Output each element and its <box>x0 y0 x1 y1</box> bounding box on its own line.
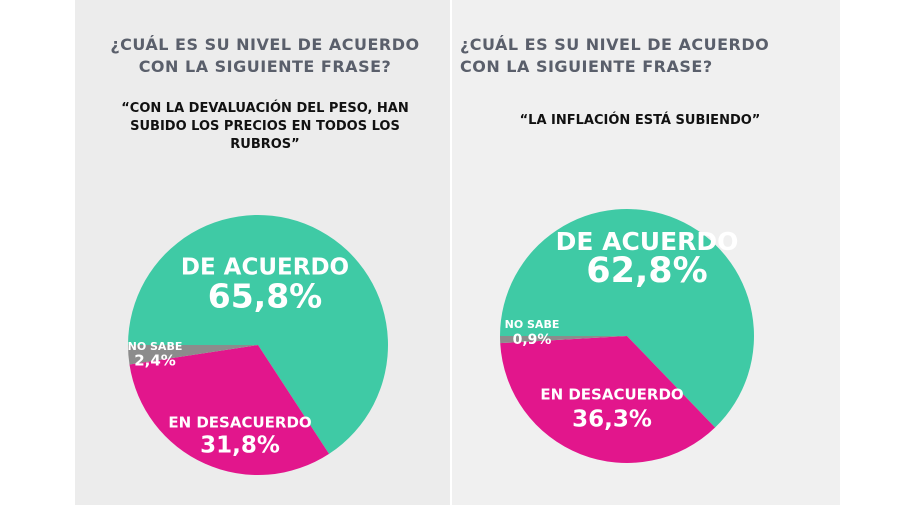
slice-value: 31,8% <box>200 433 280 459</box>
slice-value: 62,8% <box>586 251 707 291</box>
slice-value: 36,3% <box>572 407 652 433</box>
pie-slice <box>128 215 388 454</box>
slice-category: NO SABE <box>128 340 183 353</box>
chart-subtitle: “CON LA DEVALUACIÓN DEL PESO, HAN SUBIDO… <box>121 101 409 152</box>
pie-slice <box>128 345 258 365</box>
slice-category: EN DESACUERDO <box>540 386 683 404</box>
slice-category: EN DESACUERDO <box>168 414 311 432</box>
slice-category: NO SABE <box>505 318 560 331</box>
chart-title: ¿CUÁL ES SU NIVEL DE ACUERDO CON LA SIGU… <box>110 35 420 76</box>
pie-slice <box>129 345 330 475</box>
chart-subtitle: “LA INFLACIÓN ESTÁ SUBIENDO” <box>519 113 761 128</box>
slice-value: 65,8% <box>208 277 323 316</box>
slice-value: 0,9% <box>513 332 552 348</box>
slice-category: DE ACUERDO <box>181 255 349 281</box>
pie-slice <box>500 336 716 464</box>
chart-title: ¿CUÁL ES SU NIVEL DE ACUERDO CON LA SIGU… <box>460 35 770 76</box>
slice-value: 2,4% <box>134 352 176 370</box>
pie-slice <box>500 336 627 344</box>
pie-slice <box>500 209 754 428</box>
slice-category: DE ACUERDO <box>556 227 739 256</box>
